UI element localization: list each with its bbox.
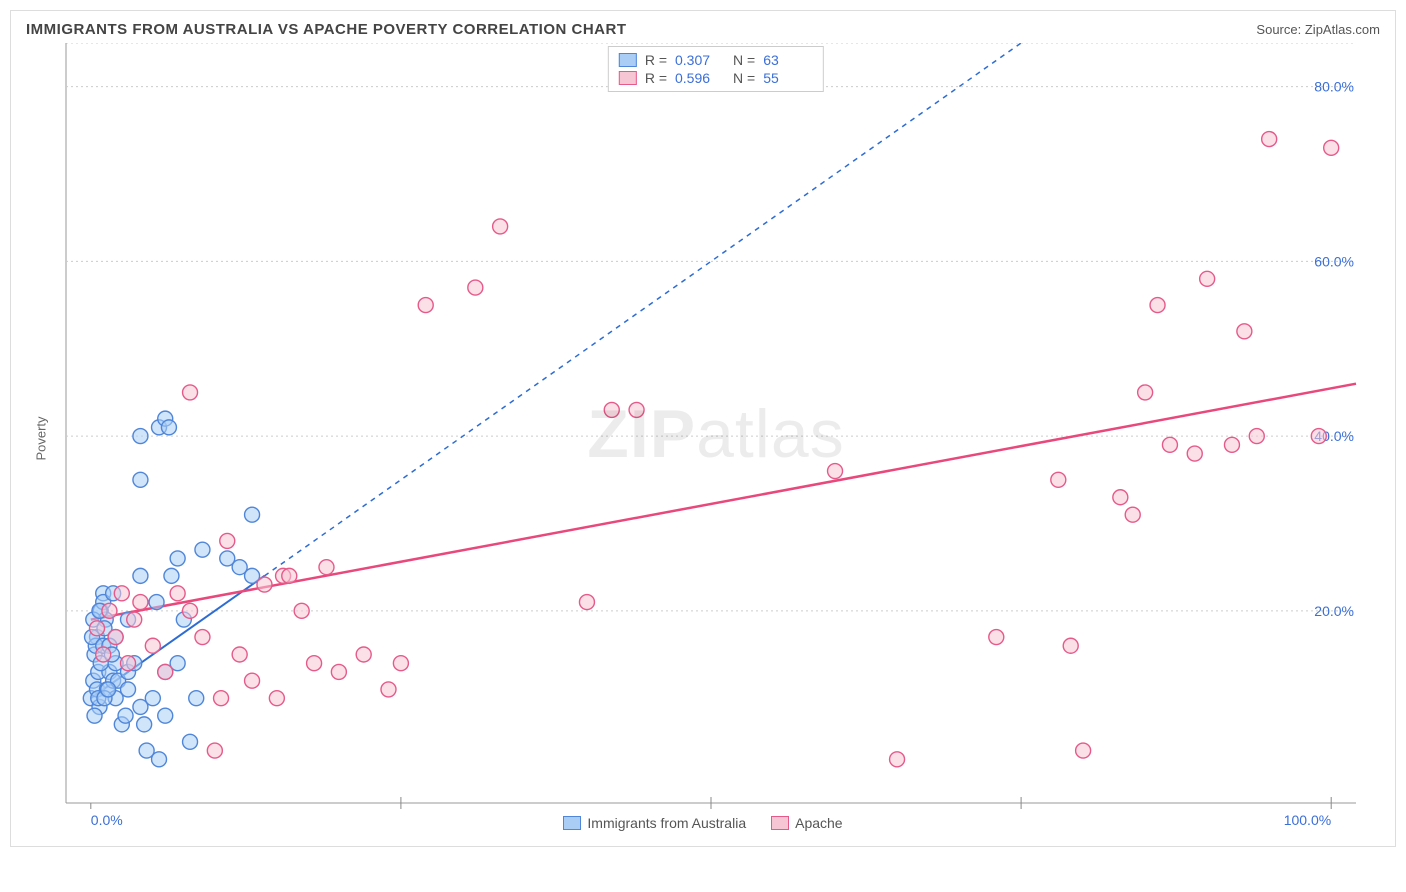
legend-item: Apache	[771, 815, 842, 831]
svg-text:20.0%: 20.0%	[1314, 603, 1354, 619]
plot-area: R =0.307 N =63 R =0.596 N =55 ZIPatlas 2…	[56, 43, 1376, 833]
svg-text:80.0%: 80.0%	[1314, 79, 1354, 95]
legend-swatch	[563, 816, 581, 830]
svg-text:60.0%: 60.0%	[1314, 253, 1354, 269]
legend-row: R =0.596 N =55	[619, 69, 813, 87]
chart-title: IMMIGRANTS FROM AUSTRALIA VS APACHE POVE…	[26, 21, 627, 38]
series-legend: Immigrants from Australia Apache	[26, 815, 1380, 831]
legend-swatch	[619, 71, 637, 85]
legend-row: R =0.307 N =63	[619, 51, 813, 69]
legend-swatch	[771, 816, 789, 830]
header: IMMIGRANTS FROM AUSTRALIA VS APACHE POVE…	[26, 21, 1380, 38]
legend-item: Immigrants from Australia	[563, 815, 746, 831]
correlation-legend: R =0.307 N =63 R =0.596 N =55	[608, 46, 824, 92]
chart-body: Poverty R =0.307 N =63 R =0.596 N =55 ZI…	[26, 43, 1380, 833]
source-attribution: Source: ZipAtlas.com	[1256, 22, 1380, 37]
chart-container: IMMIGRANTS FROM AUSTRALIA VS APACHE POVE…	[10, 10, 1396, 847]
scatter-chart: 20.0%40.0%60.0%80.0%0.0%100.0%	[56, 43, 1376, 833]
legend-swatch	[619, 53, 637, 67]
y-axis-label: Poverty	[34, 416, 49, 460]
